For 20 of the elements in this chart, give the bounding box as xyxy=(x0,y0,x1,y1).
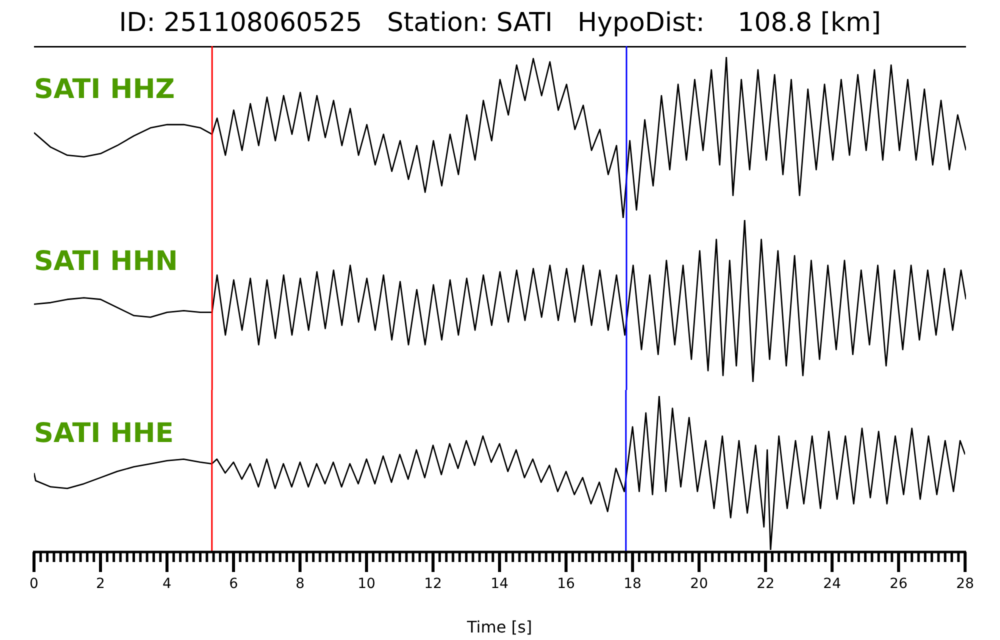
x-tick-label: 28 xyxy=(956,576,974,592)
x-tick-label: 14 xyxy=(490,576,509,592)
x-tick-label: 22 xyxy=(756,576,774,592)
x-tick-label: 24 xyxy=(823,576,842,592)
x-tick-label: 0 xyxy=(30,576,38,592)
x-tick-label: 26 xyxy=(890,576,908,592)
series-label: SATI HHZ xyxy=(34,74,175,105)
series-label: SATI HHN xyxy=(34,246,178,277)
x-tick-label: 6 xyxy=(229,576,238,592)
series-label: SATI HHE xyxy=(34,418,174,449)
x-tick-label: 2 xyxy=(96,576,105,592)
x-tick-label: 4 xyxy=(162,576,172,592)
x-axis-title: Time [s] xyxy=(466,618,532,637)
x-tick-label: 10 xyxy=(358,576,376,592)
x-tick-label: 8 xyxy=(296,576,304,592)
x-tick-label: 12 xyxy=(424,576,442,592)
x-tick-label: 20 xyxy=(690,576,708,592)
x-tick-label: 18 xyxy=(624,576,642,592)
chart-title: ID: 251108060525 Station: SATI HypoDist: 108.8 [km] xyxy=(118,8,882,38)
x-tick-label: 16 xyxy=(557,576,576,592)
